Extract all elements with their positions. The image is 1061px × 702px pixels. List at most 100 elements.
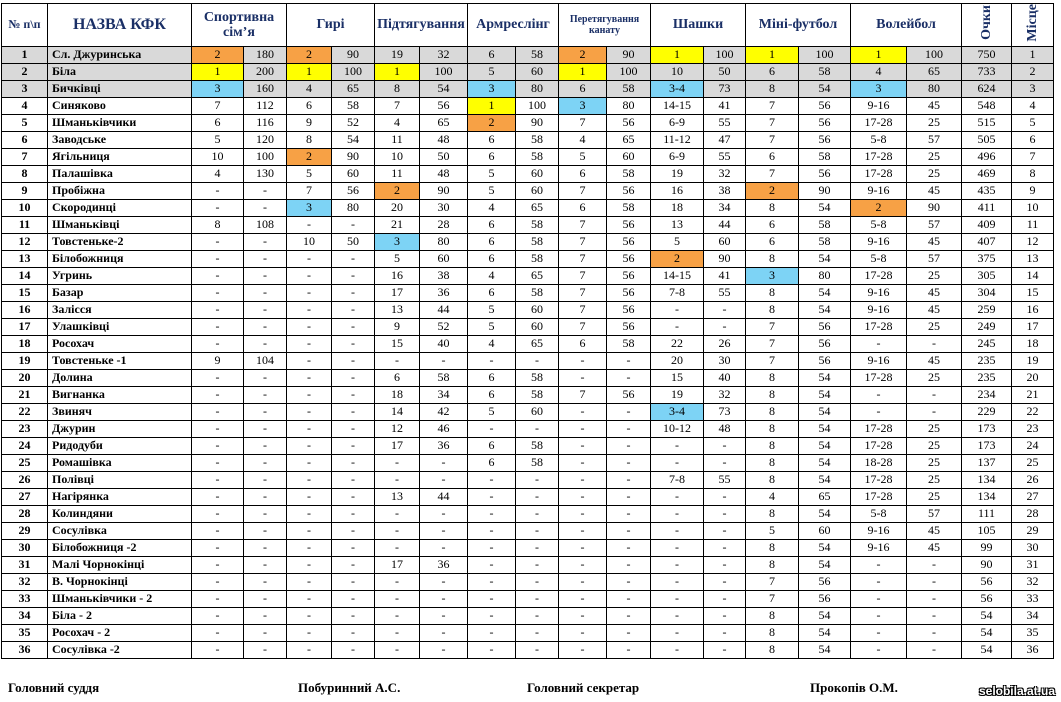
cell-score: 54 [798, 470, 851, 489]
cell-score: 54 [798, 368, 851, 387]
row-number: 7 [1, 147, 48, 166]
table-row: 20 Долина - - - -6 58 6 58- -15 40 8 54 17-28 25 235 20 [1, 368, 1054, 387]
cell-rank: 5 [558, 147, 607, 166]
row-name: Сосулівка [47, 521, 192, 540]
row-place: 22 [1011, 402, 1054, 421]
cell-score: 56 [606, 385, 651, 404]
cell-rank: - [286, 453, 332, 472]
row-number: 35 [1, 623, 48, 642]
cell-rank: - [558, 572, 607, 591]
cell-rank: 9-16 [850, 538, 907, 557]
cell-rank: 7 [558, 249, 607, 268]
cell-score: 58 [606, 198, 651, 217]
cell-score: 56 [798, 589, 851, 608]
row-points: 54 [961, 640, 1012, 659]
chief-judge-name: Побуринний А.С. [298, 680, 401, 695]
cell-score: 25 [906, 487, 962, 506]
cell-score: 80 [419, 232, 468, 251]
cell-rank: - [191, 317, 244, 336]
cell-rank: - [558, 368, 607, 387]
cell-score: 58 [419, 368, 468, 387]
cell-rank: - [286, 402, 332, 421]
row-place: 31 [1011, 555, 1054, 574]
cell-score: - [606, 623, 651, 642]
row-name: Улашківці [47, 317, 192, 336]
cell-rank: 4 [191, 164, 244, 183]
cell-score: - [331, 334, 375, 353]
cell-score: 130 [243, 164, 287, 183]
cell-rank: 13 [650, 215, 704, 234]
cell-score: 58 [515, 147, 559, 166]
cell-rank: 9 [286, 113, 332, 132]
cell-rank: - [467, 538, 516, 557]
cell-rank: 1 [558, 62, 607, 81]
cell-rank: - [650, 572, 704, 591]
cell-score: 57 [906, 249, 962, 268]
row-place: 4 [1011, 96, 1054, 115]
row-name: Скородинці [47, 198, 192, 217]
cell-score: - [419, 640, 468, 659]
row-place: 3 [1011, 79, 1054, 98]
cell-score: 54 [798, 283, 851, 302]
row-name: Ромашівка [47, 453, 192, 472]
header-points-label: Очки [979, 5, 994, 41]
table-row: 27 Нагірянка - - - -13 44- - - - - -4 65 17-28 25 134 27 [1, 487, 1054, 506]
row-points: 548 [961, 96, 1012, 115]
cell-rank: - [286, 215, 332, 234]
cell-score: 80 [906, 79, 962, 98]
chief-judge-label: Головний суддя [8, 680, 100, 695]
cell-score: 54 [798, 640, 851, 659]
cell-score: 57 [906, 504, 962, 523]
cell-rank: 7 [558, 113, 607, 132]
cell-rank: 7 [191, 96, 244, 115]
cell-rank: 7 [558, 232, 607, 251]
cell-score: 58 [515, 283, 559, 302]
cell-score: 54 [798, 79, 851, 98]
cell-rank: 5 [467, 164, 516, 183]
cell-rank: 8 [745, 385, 799, 404]
row-number: 24 [1, 436, 48, 455]
row-place: 16 [1011, 300, 1054, 319]
cell-rank: - [650, 436, 704, 455]
cell-rank: 19 [374, 45, 420, 64]
table-row: 24 Ридодуби - - - -17 36 6 58- - - -8 54 17-28 25 173 24 [1, 436, 1054, 455]
table-row: 19 Товстеньке -1 9 104- - - - - - - -20 30 7 56 9-16 45… [1, 351, 1054, 370]
table-row: 2 Біла 1 200 1 100 1 100 5 60 1 100 10 50 6 58 4 65 733 2 [1, 62, 1054, 81]
cell-score: - [331, 215, 375, 234]
cell-rank: 7 [745, 334, 799, 353]
row-place: 29 [1011, 521, 1054, 540]
cell-score: 25 [906, 317, 962, 336]
cell-rank: - [558, 470, 607, 489]
cell-score: - [331, 521, 375, 540]
header-place-label: Місце [1025, 4, 1040, 42]
row-number: 1 [1, 45, 48, 64]
row-number: 26 [1, 470, 48, 489]
cell-score: 25 [906, 419, 962, 438]
cell-rank: 8 [745, 419, 799, 438]
cell-rank: - [850, 555, 907, 574]
row-points: 173 [961, 436, 1012, 455]
cell-rank: 10 [374, 147, 420, 166]
cell-score: 56 [606, 249, 651, 268]
row-number: 29 [1, 521, 48, 540]
cell-score: - [906, 555, 962, 574]
cell-score: 65 [798, 487, 851, 506]
table-row: 8 Палашівка 4 130 5 60 11 48 5 60 6 58 19 32 7 56 17-28 2… [1, 164, 1054, 183]
row-points: 134 [961, 470, 1012, 489]
table-row: 30 Білобожниця -2- - - - - - - - - - - -8 54 9-16 45 99 3… [1, 538, 1054, 557]
table-row: 6 Заводське 5 120 8 54 11 48 6 58 4 65 11-12 47 7 56 5-8… [1, 130, 1054, 149]
cell-rank: 8 [745, 606, 799, 625]
row-number: 36 [1, 640, 48, 659]
cell-score: 120 [243, 130, 287, 149]
cell-score: 56 [798, 96, 851, 115]
cell-score: 56 [606, 317, 651, 336]
cell-score: 104 [243, 351, 287, 370]
row-number: 22 [1, 402, 48, 421]
cell-rank: - [191, 487, 244, 506]
cell-rank: 8 [286, 130, 332, 149]
cell-rank: 9-16 [850, 521, 907, 540]
cell-score: 45 [906, 300, 962, 319]
cell-rank: - [650, 640, 704, 659]
cell-rank: - [286, 470, 332, 489]
cell-score: 65 [515, 266, 559, 285]
